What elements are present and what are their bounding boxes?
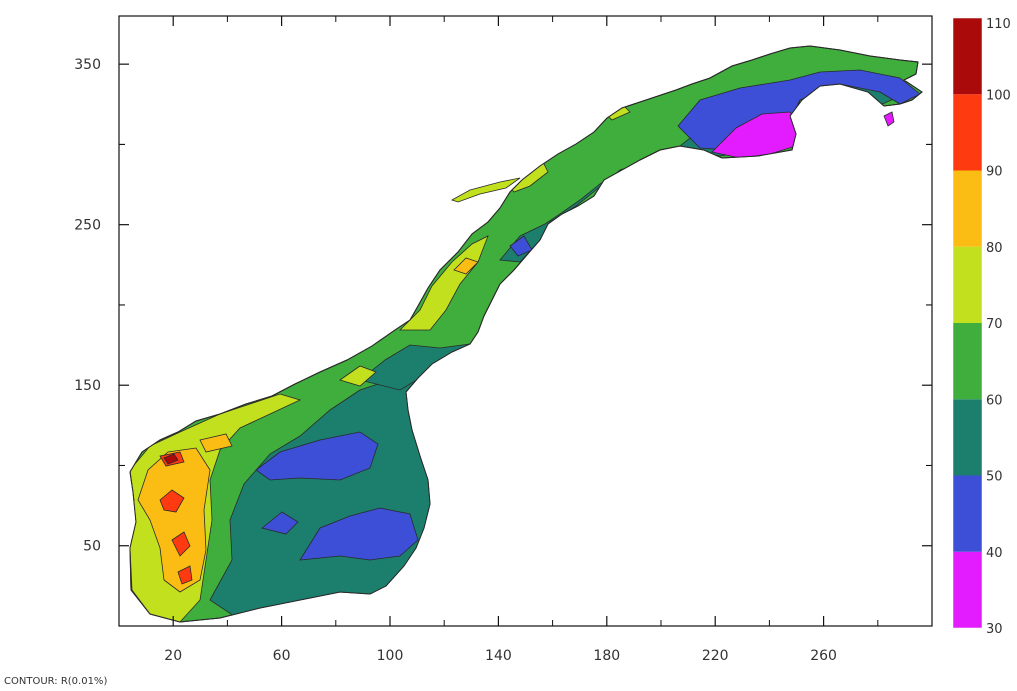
x-tick-label: 60	[273, 648, 291, 664]
colorbar-label: 70	[986, 317, 1003, 332]
norway-map	[129, 45, 923, 623]
contour-region-100-110	[163, 453, 179, 465]
contour-region-90-100-a	[159, 489, 185, 513]
y-axis: 50 150 250 350	[74, 57, 932, 555]
contour-region-40-50-small	[261, 511, 299, 535]
colorbar-legend: 30 40 50 60 70 80 90 100 110	[952, 17, 1011, 637]
colorbar-label: 40	[986, 546, 1003, 561]
x-tick-label: 260	[810, 648, 837, 664]
y-tick-label: 50	[83, 539, 101, 555]
x-tick-label: 140	[485, 648, 512, 664]
colorbar-frame	[952, 17, 983, 629]
island-north	[883, 111, 895, 127]
colorbar-label: 90	[986, 165, 1003, 180]
colorbar-label: 100	[986, 88, 1011, 103]
contour-region-90-100-c	[177, 565, 193, 585]
colorbar-segment	[953, 551, 982, 628]
y-tick-label: 250	[74, 218, 101, 234]
contour-region-40-50-east	[299, 507, 419, 561]
x-tick-label: 100	[377, 648, 404, 664]
colorbar-label: 50	[986, 470, 1003, 485]
y-tick-label: 150	[74, 378, 101, 394]
contour-region-80-90-coast	[453, 257, 479, 275]
colorbar-label: 60	[986, 393, 1003, 408]
colorbar-segment	[953, 399, 982, 476]
colorbar-label: 30	[986, 622, 1003, 637]
contour-region-40-50-inner	[255, 431, 379, 481]
x-axis: 20 60 100 140 180 220 260	[118, 16, 879, 664]
colorbar-segment	[953, 323, 982, 400]
footnote-contour: CONTOUR: R(0.01%)	[4, 676, 107, 687]
colorbar-segment	[953, 475, 982, 552]
contour-region-80-90-small	[199, 433, 233, 453]
colorbar-segment	[953, 94, 982, 171]
colorbar-label: 80	[986, 241, 1003, 256]
land-outline	[129, 45, 923, 623]
contour-region-80-90-west	[137, 447, 211, 593]
colorbar-segment	[953, 246, 982, 323]
y-tick-label: 350	[74, 57, 101, 73]
colorbar-segment	[953, 18, 982, 95]
x-tick-label: 20	[164, 648, 182, 664]
colorbar-segment	[953, 170, 982, 247]
x-tick-label: 220	[702, 648, 729, 664]
x-tick-label: 180	[593, 648, 620, 664]
contour-region-70-80-coast-c	[339, 365, 377, 387]
colorbar-label: 110	[986, 17, 1011, 32]
island-lofoten	[451, 177, 521, 203]
contour-region-90-100-b	[171, 531, 191, 557]
